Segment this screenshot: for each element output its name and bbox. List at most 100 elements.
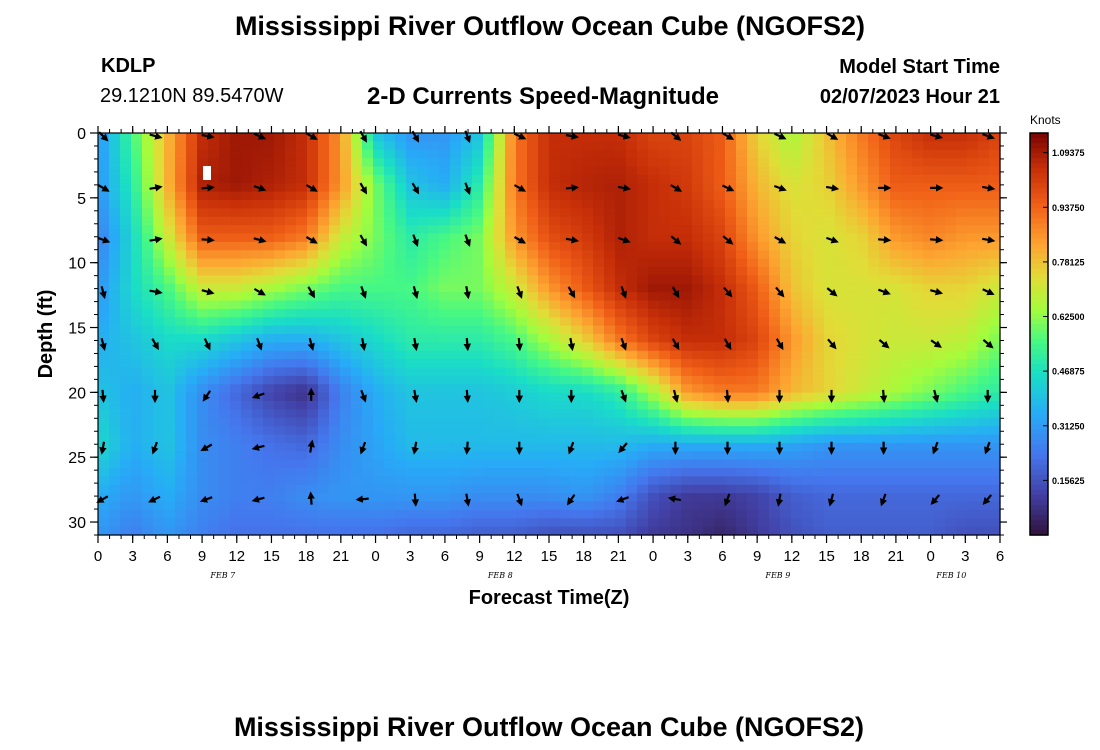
heatmap-cell [120, 233, 132, 243]
heatmap-cell [153, 216, 165, 226]
heatmap-cell [131, 258, 143, 268]
heatmap-cell [736, 518, 748, 528]
heatmap-cell [263, 367, 275, 377]
heatmap-cell [923, 484, 935, 494]
heatmap-cell [197, 518, 209, 528]
heatmap-cell [626, 417, 638, 427]
heatmap-cell [813, 493, 825, 503]
heatmap-cell [252, 468, 264, 477]
heatmap-cell [626, 250, 638, 260]
heatmap-cell [153, 225, 165, 235]
heatmap-cell [769, 342, 781, 352]
heatmap-cell [582, 468, 594, 477]
heatmap-cell [120, 501, 132, 511]
heatmap-cell [923, 526, 935, 536]
heatmap-cell [428, 451, 440, 461]
heatmap-cell [230, 216, 242, 226]
heatmap-cell [604, 208, 616, 218]
heatmap-cell [813, 141, 825, 151]
heatmap-cell [648, 493, 660, 503]
heatmap-cell [373, 493, 385, 503]
current-vector-arrow [99, 337, 107, 351]
heatmap-cell [560, 317, 572, 327]
heatmap-cell [274, 241, 286, 251]
heatmap-cell [274, 200, 286, 209]
heatmap-cell [186, 350, 198, 360]
heatmap-cell [813, 300, 825, 310]
heatmap-cell [175, 334, 187, 343]
heatmap-cell [461, 434, 473, 444]
heatmap-cell [824, 258, 836, 268]
heatmap-cell [890, 133, 902, 142]
heatmap-cell [120, 149, 132, 159]
heatmap-cell [582, 426, 594, 436]
heatmap-cell [934, 158, 946, 168]
heatmap-cell [659, 501, 671, 511]
heatmap-cell [98, 501, 110, 511]
heatmap-cell [329, 459, 341, 469]
heatmap-cell [736, 191, 748, 201]
heatmap-cell [329, 183, 341, 193]
heatmap-cell [747, 442, 759, 452]
heatmap-cell [890, 250, 902, 260]
heatmap-cell [824, 350, 836, 360]
heatmap-cell [758, 426, 770, 436]
heatmap-cell [659, 325, 671, 335]
heatmap-cell [296, 208, 308, 218]
heatmap-cell [813, 426, 825, 436]
heatmap-cell [472, 283, 484, 293]
heatmap-cell [571, 233, 583, 243]
heatmap-cell [923, 225, 935, 235]
heatmap-cell [725, 149, 737, 159]
heatmap-cell [263, 468, 275, 477]
y-tick-label: 20 [68, 385, 86, 402]
heatmap-cell [989, 141, 1001, 151]
heatmap-cell [538, 526, 550, 536]
heatmap-cell [791, 493, 803, 503]
heatmap-cell [362, 484, 374, 494]
heatmap-cell [571, 501, 583, 511]
heatmap-cell [560, 334, 572, 343]
heatmap-cell [989, 258, 1001, 268]
heatmap-cell [494, 359, 506, 369]
current-vector-arrow [151, 441, 159, 455]
heatmap-cell [560, 158, 572, 168]
heatmap-cell [725, 216, 737, 226]
heatmap-cell [747, 426, 759, 436]
colorbar-swatch [1030, 454, 1048, 461]
heatmap-cell [263, 350, 275, 360]
heatmap-cell [527, 518, 539, 528]
heatmap-cell [450, 367, 462, 377]
heatmap-cell [285, 426, 297, 436]
heatmap-cell [142, 308, 154, 318]
heatmap-cell [978, 300, 990, 310]
heatmap-cell [769, 141, 781, 151]
heatmap-cell [978, 141, 990, 151]
heatmap-cell [439, 459, 451, 469]
heatmap-cell [857, 359, 869, 369]
heatmap-cell [351, 484, 363, 494]
heatmap-cell [769, 334, 781, 343]
heatmap-cell [967, 308, 979, 318]
heatmap-cell [362, 191, 374, 201]
heatmap-cell [648, 174, 660, 184]
heatmap-cell [626, 216, 638, 226]
heatmap-cell [241, 392, 253, 402]
heatmap-cell [703, 241, 715, 251]
heatmap-cell [769, 283, 781, 293]
heatmap-cell [483, 149, 495, 159]
heatmap-cell [681, 417, 693, 427]
heatmap-cell [252, 476, 264, 486]
heatmap-cell [120, 392, 132, 402]
heatmap-cell [219, 468, 231, 477]
heatmap-cell [681, 250, 693, 260]
heatmap-cell [802, 375, 814, 385]
heatmap-cell [483, 367, 495, 377]
heatmap-cell [362, 149, 374, 159]
heatmap-cell [835, 216, 847, 226]
heatmap-cell [571, 308, 583, 318]
heatmap-cell [120, 334, 132, 343]
heatmap-cell [164, 158, 176, 168]
heatmap-cell [956, 258, 968, 268]
heatmap-cell [582, 241, 594, 251]
